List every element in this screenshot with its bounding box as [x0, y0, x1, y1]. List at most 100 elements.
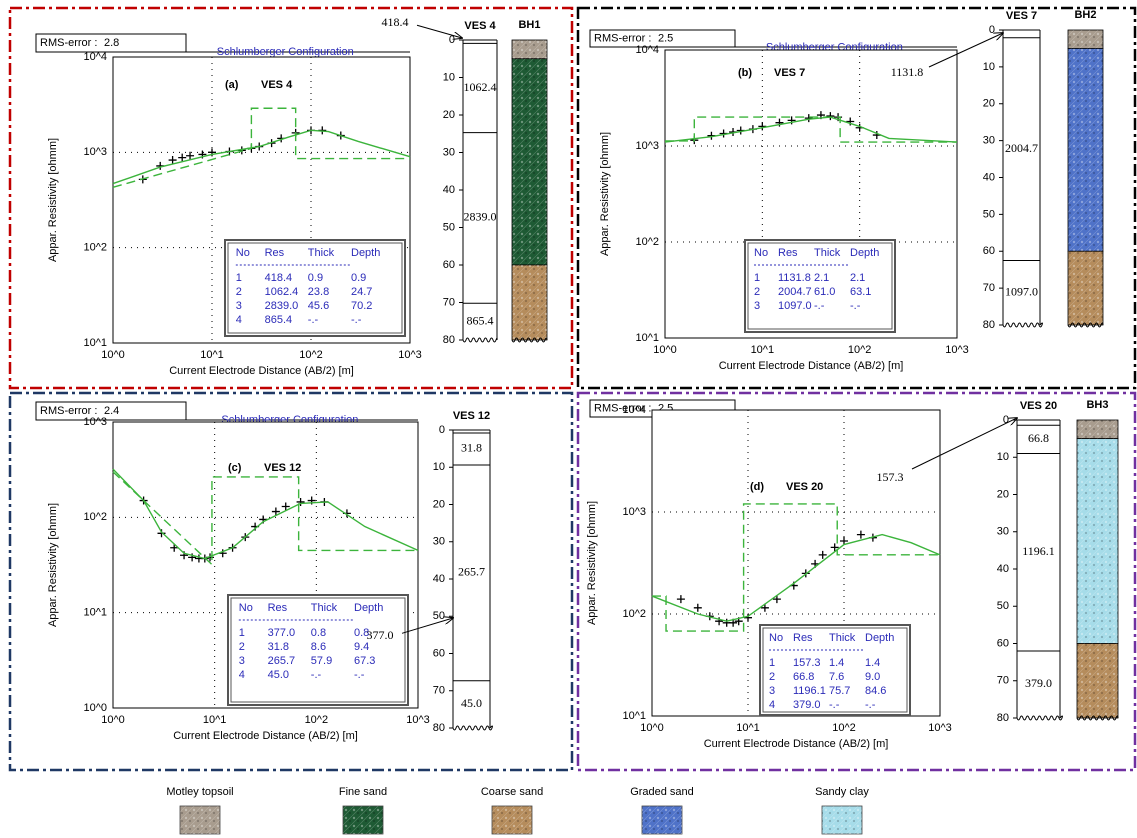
depth-tick-label: 80	[443, 334, 455, 346]
depth-tick-label: 60	[983, 245, 995, 257]
y-tick-label: 10^1	[83, 337, 107, 349]
table-cell: 2.1	[850, 272, 865, 284]
table-header: Thick	[311, 602, 338, 614]
table-cell: 70.2	[351, 300, 372, 312]
borehole-texture	[1077, 438, 1118, 644]
table-cell: 2.1	[814, 272, 829, 284]
panel-label: (c)	[228, 462, 242, 474]
table-box-inner	[227, 242, 403, 334]
depth-tick-label: 0	[1003, 414, 1009, 426]
table-header: Res	[265, 247, 285, 259]
annotation-arrow	[928, 33, 1003, 68]
column-bottom	[1016, 715, 1063, 721]
y-tick-label: 10^2	[635, 236, 659, 248]
table-cell: 84.6	[865, 685, 886, 697]
data-point	[846, 117, 855, 126]
table-cell: 1097.0	[778, 300, 812, 312]
table-cell: 418.4	[265, 272, 293, 284]
rms-box	[589, 29, 736, 48]
x-tick-label: 10^3	[406, 714, 430, 726]
panel-title: VES 4	[261, 79, 293, 91]
depth-tick-label: 50	[443, 221, 455, 233]
y-axis-label: Appar. Resistivity [ohmm]	[47, 503, 59, 627]
data-point	[772, 595, 781, 604]
annotation: 377.0	[367, 628, 394, 642]
table-header: No	[754, 247, 768, 259]
layer-resistivity: 1062.4	[464, 80, 497, 94]
depth-tick-label: 10	[983, 61, 995, 73]
data-point	[186, 151, 195, 160]
data-point	[804, 114, 813, 123]
data-point	[168, 156, 177, 165]
panel-frame	[576, 6, 1137, 390]
legend-label: Fine sand	[339, 786, 387, 798]
data-point	[296, 497, 305, 506]
borehole-texture	[512, 40, 547, 59]
x-tick-label: 10^2	[299, 349, 323, 361]
depth-tick-label: 20	[983, 98, 995, 110]
table-cell: 1062.4	[265, 286, 299, 298]
table-cell: 45.6	[308, 300, 329, 312]
data-point	[744, 613, 752, 622]
table-cell: 2004.7	[778, 286, 812, 298]
annotation: 418.4	[382, 15, 409, 29]
depth-tick-label: 40	[443, 184, 455, 196]
legend-label: Motley topsoil	[166, 786, 233, 798]
layer-resistivity: 31.8	[461, 441, 482, 455]
depth-tick-label: 30	[433, 536, 445, 548]
depth-tick-label: 0	[439, 424, 445, 436]
x-tick-label: 10^2	[305, 714, 329, 726]
table-cell: 31.8	[268, 641, 289, 653]
borehole-bottom	[511, 337, 548, 343]
table-header: Thick	[814, 247, 841, 259]
data-point	[271, 507, 280, 516]
y-tick-label: 10^2	[83, 511, 107, 523]
y-tick-label: 10^4	[83, 51, 107, 63]
borehole-bottom	[1076, 715, 1119, 721]
layer-resistivity: 45.0	[461, 696, 482, 710]
depth-tick-label: 30	[997, 526, 1009, 538]
x-axis-label: Current Electrode Distance (AB/2) [m]	[173, 730, 358, 742]
table-cell: -.-	[865, 699, 876, 711]
legend-texture	[343, 806, 383, 834]
rms-label: RMS-error :	[40, 37, 97, 49]
data-point	[758, 122, 767, 131]
depth-tick-label: 70	[443, 296, 455, 308]
borehole-title: BH3	[1086, 399, 1108, 411]
y-tick-label: 10^0	[83, 702, 107, 714]
depth-tick-label: 0	[449, 34, 455, 46]
table-header: Thick	[829, 632, 856, 644]
table-cell: 1131.8	[778, 272, 811, 284]
table-cell: 0.8	[311, 627, 326, 639]
annotation-arrow	[911, 418, 1017, 470]
depth-tick-label: 70	[997, 675, 1009, 687]
x-tick-label: 10^1	[200, 349, 224, 361]
table-cell: 157.3	[793, 657, 821, 669]
depth-tick-label: 40	[983, 171, 995, 183]
depth-tick-label: 10	[433, 461, 445, 473]
table-cell: 67.3	[354, 655, 375, 667]
depth-tick-label: 10	[443, 71, 455, 83]
borehole-texture	[1068, 251, 1103, 325]
x-tick-label: 10^2	[848, 344, 872, 356]
table-cell: 63.1	[850, 286, 871, 298]
rms-value: 2.5	[658, 32, 673, 44]
y-tick-label: 10^2	[622, 608, 646, 620]
table-cell: 9.0	[865, 671, 880, 683]
legend-texture	[180, 806, 220, 834]
depth-tick-label: 50	[997, 600, 1009, 612]
legend-label: Coarse sand	[481, 786, 543, 798]
y-tick-label: 10^2	[83, 242, 107, 254]
depth-tick-label: 20	[433, 498, 445, 510]
y-tick-label: 10^1	[83, 607, 107, 619]
depth-tick-label: 60	[443, 259, 455, 271]
model-line	[112, 107, 410, 188]
data-point	[856, 530, 865, 539]
table-cell: 0.8	[354, 627, 369, 639]
table-header: No	[236, 247, 250, 259]
layer-resistivity: 1097.0	[1005, 284, 1038, 298]
layer-resistivity: 1196.1	[1022, 544, 1055, 558]
rms-box	[35, 401, 187, 421]
depth-tick-label: 40	[433, 573, 445, 585]
panel-title: VES 20	[786, 481, 823, 493]
